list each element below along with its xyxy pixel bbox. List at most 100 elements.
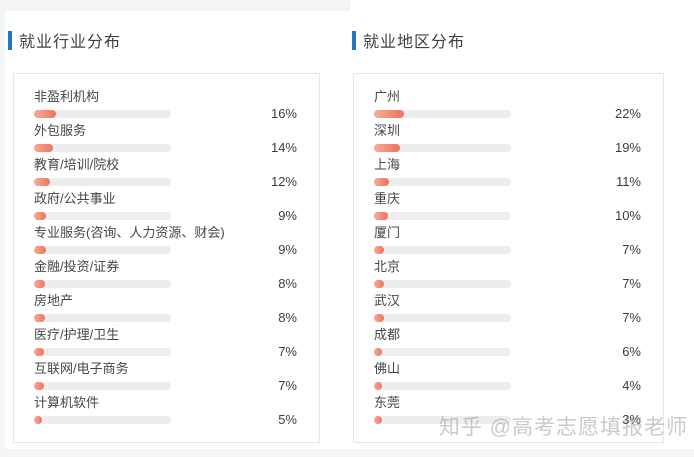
- bar-fill: [374, 314, 384, 322]
- chart-row: 深圳 19%: [374, 123, 641, 155]
- bar-fill: [374, 382, 382, 390]
- bar-value: 7%: [622, 242, 641, 257]
- region-chart-card: 广州 22% 深圳 19% 上海 11% 重庆 10% 厦门 7% 北京 7% 武汉 7% 成都 6% 佛山 4%…: [353, 73, 664, 443]
- bar-value: 7%: [622, 276, 641, 291]
- bar-label: 互联网/电子商务: [34, 361, 129, 376]
- bar-fill: [34, 348, 44, 356]
- region-bar-list: 广州 22% 深圳 19% 上海 11% 重庆 10% 厦门 7% 北京 7% 武汉 7% 成都 6% 佛山 4%…: [374, 89, 641, 427]
- bar-line: 16%: [34, 106, 297, 121]
- bar-label: 东莞: [374, 395, 401, 410]
- bar-label: 非盈利机构: [34, 89, 100, 104]
- bar-track: [34, 314, 171, 322]
- bar-fill: [34, 178, 51, 186]
- bar-value: 7%: [278, 378, 297, 393]
- bar-value: 12%: [270, 174, 297, 189]
- bar-label: 政府/公共事业: [34, 191, 116, 206]
- chart-row: 金融/投资/证券 8%: [34, 259, 297, 291]
- bar-label: 武汉: [374, 293, 401, 308]
- bar-value: 22%: [614, 106, 641, 121]
- bar-line: 7%: [374, 242, 641, 257]
- bar-label: 教育/培训/院校: [34, 157, 120, 172]
- industry-section-header: 就业行业分布: [8, 28, 121, 52]
- bar-track: [374, 382, 511, 390]
- title-accent-bar: [8, 30, 12, 50]
- industry-section-title: 就业行业分布: [19, 34, 122, 51]
- bar-line: 10%: [374, 208, 641, 223]
- bar-track: [374, 314, 511, 322]
- bar-track: [34, 110, 171, 118]
- industry-chart-card: 非盈利机构 16% 外包服务 14% 教育/培训/院校 12% 政府/公共事业 9% 专业服务(…: [13, 73, 320, 443]
- bar-line: 6%: [374, 344, 641, 359]
- bar-line: 3%: [374, 413, 641, 427]
- bar-line: 19%: [374, 140, 641, 155]
- chart-row: 非盈利机构 16%: [34, 89, 297, 121]
- chart-row: 广州 22%: [374, 89, 641, 121]
- chart-row: 重庆 10%: [374, 191, 641, 223]
- bar-line: 8%: [34, 311, 297, 325]
- bar-line: 5%: [34, 412, 297, 427]
- background-strip-bottom: [0, 449, 694, 457]
- bar-fill: [34, 416, 42, 424]
- bar-track: [34, 178, 171, 186]
- region-section-header: 就业地区分布: [352, 28, 465, 52]
- bar-label: 广州: [374, 89, 401, 104]
- bar-track: [374, 280, 511, 288]
- bar-track: [34, 212, 171, 220]
- bar-line: 7%: [34, 344, 297, 359]
- chart-row: 成都 6%: [374, 327, 641, 359]
- bar-label: 深圳: [374, 123, 401, 138]
- bar-label: 成都: [374, 327, 401, 342]
- bar-track: [374, 212, 511, 220]
- bar-label: 北京: [374, 259, 401, 274]
- bar-track: [34, 382, 171, 390]
- bar-track: [374, 416, 511, 424]
- bar-value: 16%: [270, 106, 297, 121]
- bar-fill: [374, 144, 401, 152]
- bar-line: 14%: [34, 141, 297, 155]
- bar-label: 医疗/护理/卫生: [34, 327, 120, 342]
- bar-line: 22%: [374, 106, 641, 121]
- bar-track: [34, 144, 171, 152]
- bar-track: [34, 416, 171, 424]
- bar-value: 7%: [622, 310, 641, 325]
- bar-value: 4%: [622, 378, 641, 393]
- bar-label: 上海: [374, 157, 401, 172]
- bar-label: 外包服务: [34, 123, 87, 138]
- bar-value: 6%: [622, 344, 641, 359]
- chart-row: 东莞 3%: [374, 395, 641, 427]
- bar-fill: [374, 110, 405, 118]
- bar-label: 专业服务(咨询、人力资源、财会): [34, 225, 225, 240]
- bar-track: [34, 280, 171, 288]
- bar-fill: [34, 382, 44, 390]
- bar-value: 10%: [614, 208, 641, 223]
- bar-track: [374, 348, 511, 356]
- bar-value: 11%: [615, 174, 641, 189]
- bar-fill: [34, 246, 47, 254]
- bar-line: 7%: [34, 378, 297, 393]
- chart-row: 计算机软件 5%: [34, 395, 297, 427]
- bar-label: 佛山: [374, 361, 401, 376]
- chart-row: 房地产 8%: [34, 293, 297, 325]
- bar-fill: [374, 246, 384, 254]
- bar-line: 8%: [34, 277, 297, 291]
- bar-line: 4%: [374, 378, 641, 393]
- bar-line: 12%: [34, 174, 297, 189]
- background-strip-top: [0, 0, 350, 11]
- bar-track: [374, 144, 511, 152]
- bar-value: 7%: [278, 344, 297, 359]
- chart-row: 互联网/电子商务 7%: [34, 361, 297, 393]
- bar-fill: [34, 212, 47, 220]
- chart-row: 武汉 7%: [374, 293, 641, 325]
- background-strip-left: [0, 0, 5, 457]
- bar-value: 5%: [278, 412, 297, 427]
- bar-value: 19%: [614, 140, 641, 155]
- bar-value: 9%: [278, 242, 297, 257]
- title-accent-bar: [352, 30, 356, 50]
- bar-line: 7%: [374, 276, 641, 291]
- chart-row: 佛山 4%: [374, 361, 641, 393]
- chart-row: 厦门 7%: [374, 225, 641, 257]
- bar-line: 7%: [374, 310, 641, 325]
- region-section-title: 就业地区分布: [363, 34, 466, 51]
- bar-track: [374, 246, 511, 254]
- bar-fill: [34, 144, 54, 152]
